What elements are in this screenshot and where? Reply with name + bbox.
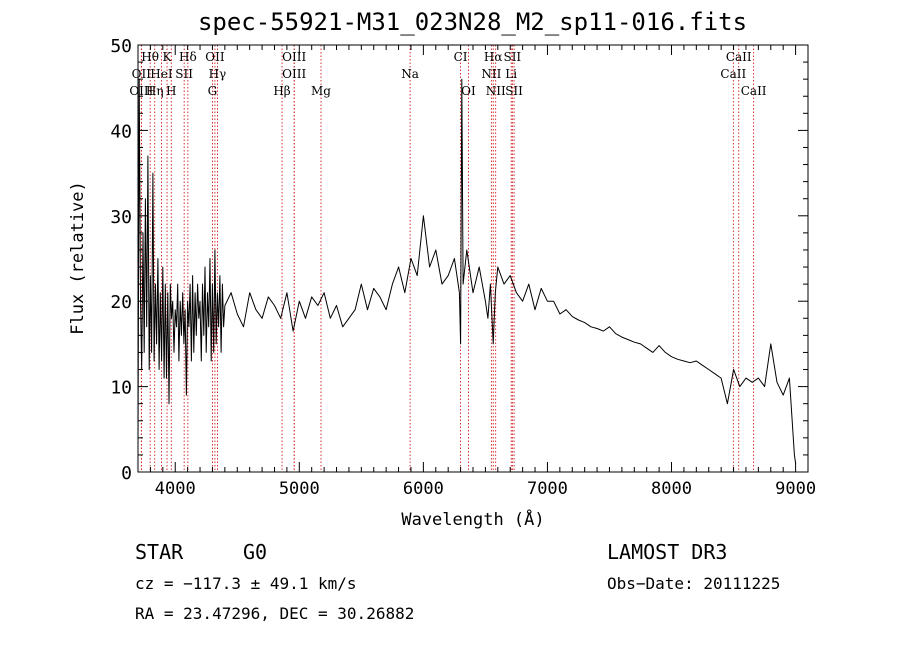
obs-date: Obs−Date: 20111225 xyxy=(607,574,781,593)
line-marker-label: OII xyxy=(205,50,225,64)
line-markers xyxy=(140,45,755,472)
x-tick-label: 9000 xyxy=(775,479,816,499)
y-axis-label: Flux (relative) xyxy=(68,181,88,335)
y-tick-label: 40 xyxy=(110,121,132,142)
line-marker-label: Hβ xyxy=(273,84,290,98)
line-marker-label: CaII xyxy=(741,84,767,98)
line-marker-label: NII xyxy=(481,67,501,81)
y-tick-label: 0 xyxy=(121,463,132,484)
line-marker-label: CaII xyxy=(726,50,752,64)
flux-series xyxy=(137,78,797,464)
line-marker-label: SII xyxy=(505,84,523,98)
coordinates: RA = 23.47296, DEC = 30.26882 xyxy=(135,604,415,623)
plot-frame xyxy=(137,44,809,473)
line-marker-label: OIII xyxy=(282,67,306,81)
object-class: STAR xyxy=(135,540,184,564)
x-tick-label: 8000 xyxy=(651,479,692,499)
y-tick-label: 30 xyxy=(110,207,132,228)
y-tick-label: 20 xyxy=(110,292,132,313)
line-marker-label: OII xyxy=(132,67,152,81)
flux-line xyxy=(137,78,797,464)
line-marker-label: Hθ xyxy=(141,50,159,64)
axes: 4000 5000 6000 7000 8000 9000 0 10 20 30 40 50 xyxy=(110,36,816,499)
line-marker-label: OIII xyxy=(129,84,153,98)
line-marker-label: K xyxy=(163,50,173,64)
line-marker-label: Hγ xyxy=(209,67,227,81)
line-marker-label: Na xyxy=(401,67,419,81)
x-tick-label: 7000 xyxy=(527,479,568,499)
y-tick-label: 50 xyxy=(110,36,132,57)
line-marker-label: H xyxy=(166,84,176,98)
line-marker-label: Hδ xyxy=(179,50,197,64)
line-marker-label: Hη xyxy=(146,84,164,98)
x-tick-label: 6000 xyxy=(403,479,444,499)
line-marker-label: HeI xyxy=(150,67,173,81)
line-marker-label: G xyxy=(208,84,218,98)
x-tick-label: 5000 xyxy=(279,479,320,499)
line-marker-label: CI xyxy=(454,50,468,64)
line-marker-label: OI xyxy=(461,84,476,98)
survey-name: LAMOST DR3 xyxy=(607,540,728,564)
redshift-text: cz = −117.3 ± 49.1 km/s xyxy=(135,574,357,593)
y-tick-label: 10 xyxy=(110,378,132,399)
line-marker-label: OIII xyxy=(282,50,306,64)
line-marker-label: Mg xyxy=(311,84,331,98)
line-marker-label: Li xyxy=(505,67,517,81)
x-axis-label: Wavelength (Å) xyxy=(401,510,545,530)
chart-title: spec-55921-M31_023N28_M2_sp11-016.fits xyxy=(197,8,748,36)
line-marker-label: SII xyxy=(503,50,521,64)
line-marker-label: CaII xyxy=(720,67,746,81)
line-marker-label: SII xyxy=(175,67,193,81)
object-subclass: G0 xyxy=(243,540,268,564)
x-tick-label: 4000 xyxy=(155,479,196,499)
line-marker-label: Hα xyxy=(484,50,503,64)
line-marker-label: NII xyxy=(486,84,506,98)
